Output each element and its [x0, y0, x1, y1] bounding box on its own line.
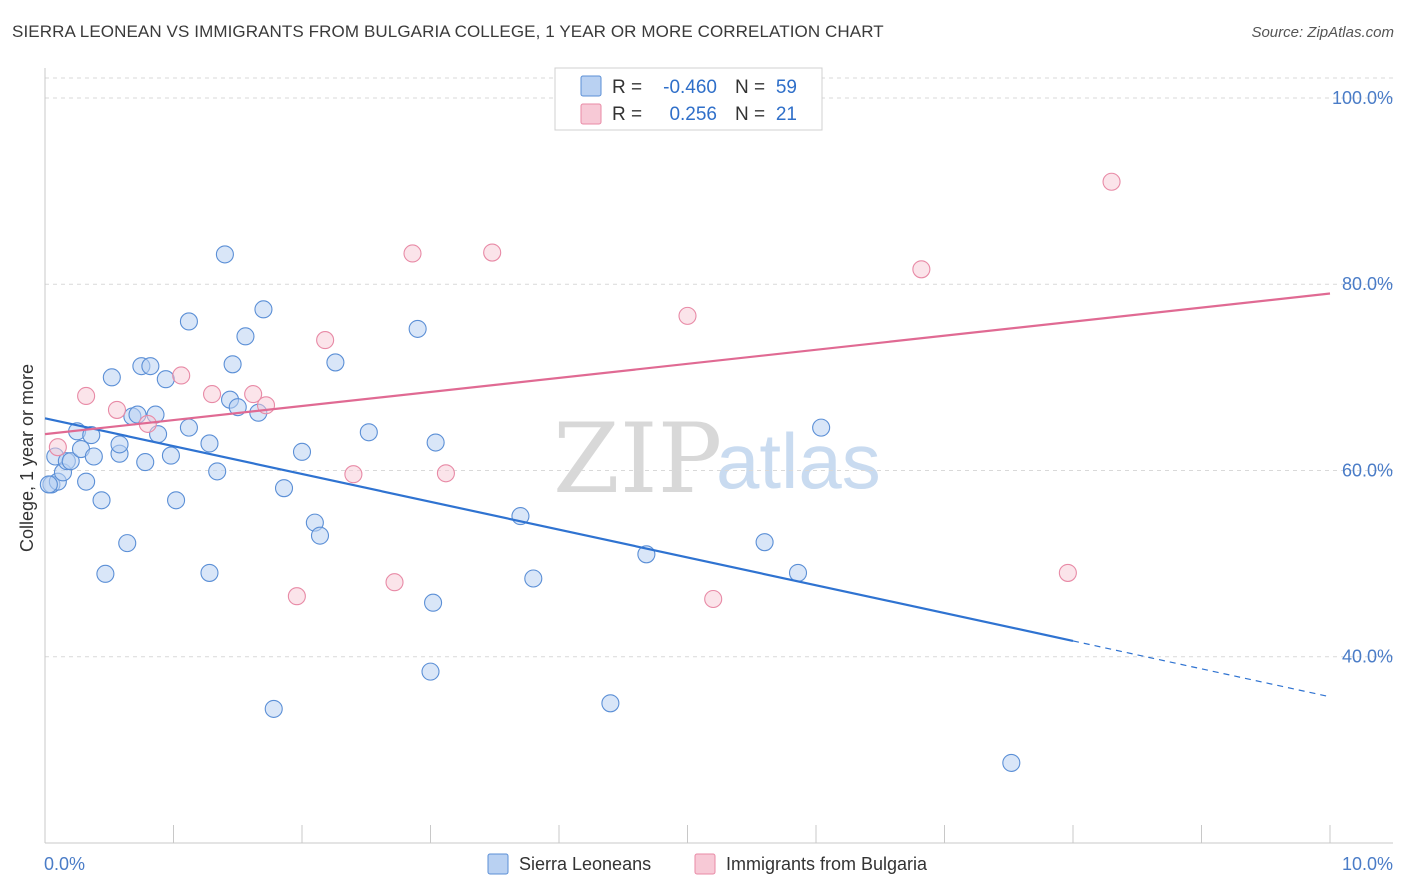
data-point-bulgaria	[48, 438, 67, 457]
data-point-sierra-leonean	[96, 564, 115, 583]
y-axis-title: College, 1 year or more	[17, 364, 37, 552]
x-tick-label: 0.0%	[44, 854, 85, 874]
data-point-sierra-leonean	[424, 593, 443, 612]
bottom-legend-swatch-blue	[487, 853, 509, 875]
data-point-sierra-leonean	[426, 433, 445, 452]
legend-r-label-2: R =	[612, 104, 642, 125]
tick-labels: 40.0% 60.0% 80.0% 100.0% 0.0% 10.0%	[44, 88, 1393, 874]
data-point-bulgaria	[244, 385, 263, 404]
data-point-sierra-leonean	[61, 452, 80, 471]
data-point-bulgaria	[704, 589, 723, 609]
data-point-sierra-leonean	[1002, 753, 1021, 772]
axes	[44, 68, 1393, 844]
watermark-zip: ZIP	[553, 403, 722, 515]
legend-n-value-2: 21	[776, 104, 797, 125]
legend-swatch-blue	[580, 75, 602, 97]
correlation-legend: R = -0.460 N = 59 R = 0.256 N = 21	[554, 67, 823, 131]
data-point-sierra-leonean	[788, 563, 808, 582]
data-point-bulgaria	[344, 465, 363, 484]
legend-r-value-2: 0.256	[669, 104, 717, 125]
trend-line-sierra-leoneans-extrapolated	[1072, 640, 1331, 698]
data-point-bulgaria	[1102, 172, 1121, 191]
data-point-sierra-leonean	[524, 569, 543, 588]
data-point-sierra-leonean	[118, 534, 137, 553]
data-point-sierra-leonean	[200, 434, 219, 453]
data-point-sierra-leonean	[161, 446, 180, 465]
y-tick-label: 100.0%	[1332, 88, 1393, 108]
y-tick-label: 80.0%	[1342, 274, 1393, 294]
data-point-sierra-leonean	[326, 353, 345, 372]
data-point-sierra-leonean	[102, 368, 121, 387]
data-point-sierra-leonean	[167, 491, 186, 510]
data-point-bulgaria	[436, 464, 455, 483]
data-point-sierra-leonean	[39, 475, 58, 494]
y-tick-label: 60.0%	[1342, 460, 1393, 480]
trend-line-sierra-leoneans	[44, 417, 1074, 642]
legend-n-value-1: 59	[776, 77, 797, 98]
data-point-sierra-leonean	[812, 418, 831, 437]
data-point-bulgaria	[483, 243, 502, 262]
trend-line-bulgaria	[44, 292, 1331, 436]
source-credit: Source: ZipAtlas.com	[1251, 24, 1394, 41]
data-point-bulgaria	[316, 331, 335, 350]
data-point-sierra-leonean	[179, 418, 198, 437]
data-point-sierra-leonean	[236, 327, 255, 346]
bottom-legend-label-sierra-leoneans: Sierra Leoneans	[519, 854, 651, 874]
series-sierra-leoneans	[39, 245, 1021, 772]
data-point-bulgaria	[403, 244, 422, 263]
watermark-atlas: atlas	[716, 417, 881, 505]
data-point-sierra-leonean	[228, 398, 247, 417]
data-point-sierra-leonean	[264, 699, 283, 718]
data-point-bulgaria	[1058, 563, 1077, 582]
data-point-bulgaria	[203, 385, 222, 404]
gridlines	[45, 77, 1393, 658]
data-point-bulgaria	[385, 573, 404, 592]
x-tick-label: 10.0%	[1342, 854, 1393, 874]
trend-lines	[44, 292, 1331, 698]
data-point-bulgaria	[678, 306, 697, 325]
data-point-bulgaria	[77, 386, 96, 406]
data-point-sierra-leonean	[84, 447, 103, 466]
bottom-legend-swatch-pink	[694, 853, 716, 875]
legend-n-label-1: N =	[735, 77, 765, 98]
data-point-bulgaria	[287, 587, 306, 606]
y-tick-label: 40.0%	[1342, 647, 1393, 667]
data-point-sierra-leonean	[755, 533, 774, 552]
data-point-sierra-leonean	[421, 662, 440, 681]
series-immigrants-from-bulgaria	[48, 88, 1121, 609]
data-point-sierra-leonean	[156, 370, 175, 389]
data-point-bulgaria	[107, 400, 127, 419]
data-point-sierra-leonean	[110, 435, 129, 454]
data-point-sierra-leonean	[292, 442, 312, 461]
data-point-sierra-leonean	[310, 526, 330, 545]
data-point-sierra-leonean	[254, 300, 273, 319]
legend-r-label-1: R =	[612, 77, 642, 98]
data-point-sierra-leonean	[223, 355, 242, 374]
data-point-sierra-leonean	[92, 491, 111, 510]
bottom-legend-label-immigrants-from-bulgaria: Immigrants from Bulgaria	[726, 854, 928, 874]
data-point-sierra-leonean	[82, 426, 101, 445]
data-point-sierra-leonean	[215, 245, 234, 264]
data-point-sierra-leonean	[408, 319, 427, 338]
legend-n-label-2: N =	[735, 104, 765, 125]
chart-title: SIERRA LEONEAN VS IMMIGRANTS FROM BULGAR…	[12, 22, 884, 41]
data-point-sierra-leonean	[208, 462, 227, 481]
data-point-sierra-leonean	[200, 563, 219, 582]
data-point-sierra-leonean	[179, 312, 198, 331]
series-legend: Sierra Leoneans Immigrants from Bulgaria	[487, 853, 928, 875]
data-point-bulgaria	[912, 260, 931, 279]
data-point-sierra-leonean	[601, 694, 620, 713]
data-point-bulgaria	[172, 366, 191, 385]
data-point-sierra-leonean	[136, 453, 155, 472]
data-point-sierra-leonean	[77, 472, 96, 491]
data-point-sierra-leonean	[141, 357, 160, 376]
data-point-sierra-leonean	[359, 423, 378, 442]
legend-swatch-pink	[580, 103, 602, 125]
legend-r-value-1: -0.460	[663, 77, 717, 98]
data-point-sierra-leonean	[274, 479, 294, 498]
